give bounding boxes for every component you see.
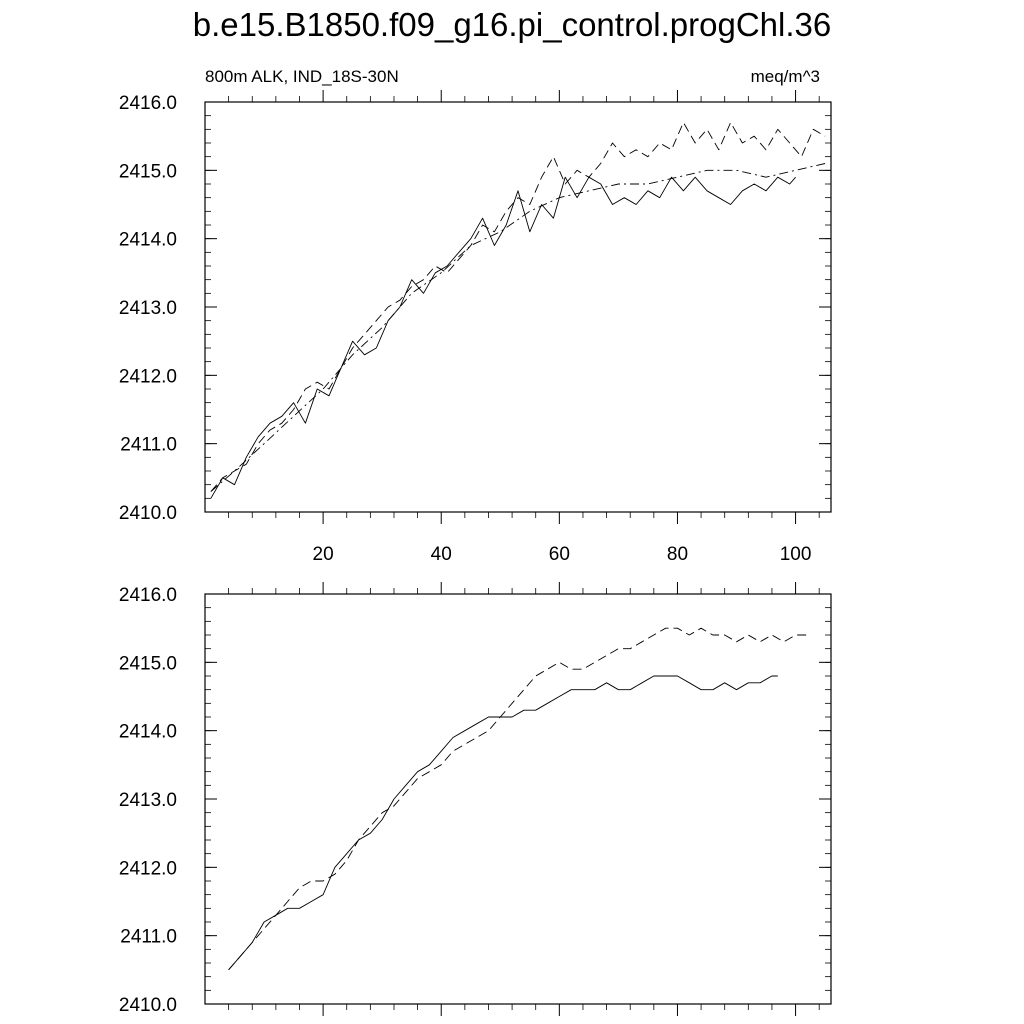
figure-title: b.e15.B1850.f09_g16.pi_control.progChl.3…: [192, 6, 832, 43]
top-variable-label: 800m ALK, IND_18S-30N: [205, 67, 399, 86]
bottom-y-tick-label: 2413.0: [119, 790, 177, 811]
top-y-tick-label: 2415.0: [119, 161, 177, 182]
top-x-tick-label: 60: [549, 544, 570, 565]
top-y-tick-label: 2416.0: [119, 93, 177, 114]
bottom-series-solid-line: [228, 675, 778, 971]
top-plot-frame: [204, 101, 832, 513]
top-y-tick-label: 2413.0: [119, 298, 177, 319]
bottom-series-group: [228, 627, 808, 971]
bottom-axis-ticks: 2410.0 2411.0 2412.0 2413.0 2414.0 2415.0 2416…: [119, 582, 831, 1016]
bottom-series-dashed-line: [228, 627, 808, 971]
bottom-y-tick-label: 2411.0: [120, 927, 177, 948]
bottom-y-tick-label: 2412.0: [119, 858, 177, 879]
top-units-label: meq/m^3: [751, 67, 820, 86]
bottom-plot-frame: [204, 593, 832, 1005]
top-y-tick-label: 2412.0: [119, 366, 177, 387]
top-x-tick-label: 20: [313, 544, 334, 565]
bottom-y-tick-label: 2416.0: [119, 585, 177, 606]
bottom-panel: 2410.0 2411.0 2412.0 2413.0 2414.0 2415.0 2416…: [119, 582, 832, 1016]
bottom-y-tick-label: 2410.0: [119, 995, 177, 1016]
top-x-tick-label: 80: [667, 544, 688, 565]
top-series-solid-line: [210, 176, 796, 499]
bottom-y-tick-label: 2414.0: [119, 722, 177, 743]
top-axis-ticks: 2410.0 2411.0 2412.0 2413.0 2414.0 2415.0 2416…: [119, 90, 831, 565]
top-series-dash-dot-line: [210, 163, 826, 492]
top-panel: 800m ALK, IND_18S-30N meq/m^3 2410.0 2411…: [119, 67, 832, 565]
top-y-tick-label: 2411.0: [120, 435, 177, 456]
top-x-tick-label: 100: [780, 544, 812, 565]
top-y-tick-label: 2410.0: [119, 503, 177, 524]
top-series-group: [210, 122, 826, 499]
top-x-tick-label: 40: [431, 544, 452, 565]
top-series-dashed-line: [210, 122, 826, 492]
top-y-tick-label: 2414.0: [119, 230, 177, 251]
bottom-y-tick-label: 2415.0: [119, 653, 177, 674]
